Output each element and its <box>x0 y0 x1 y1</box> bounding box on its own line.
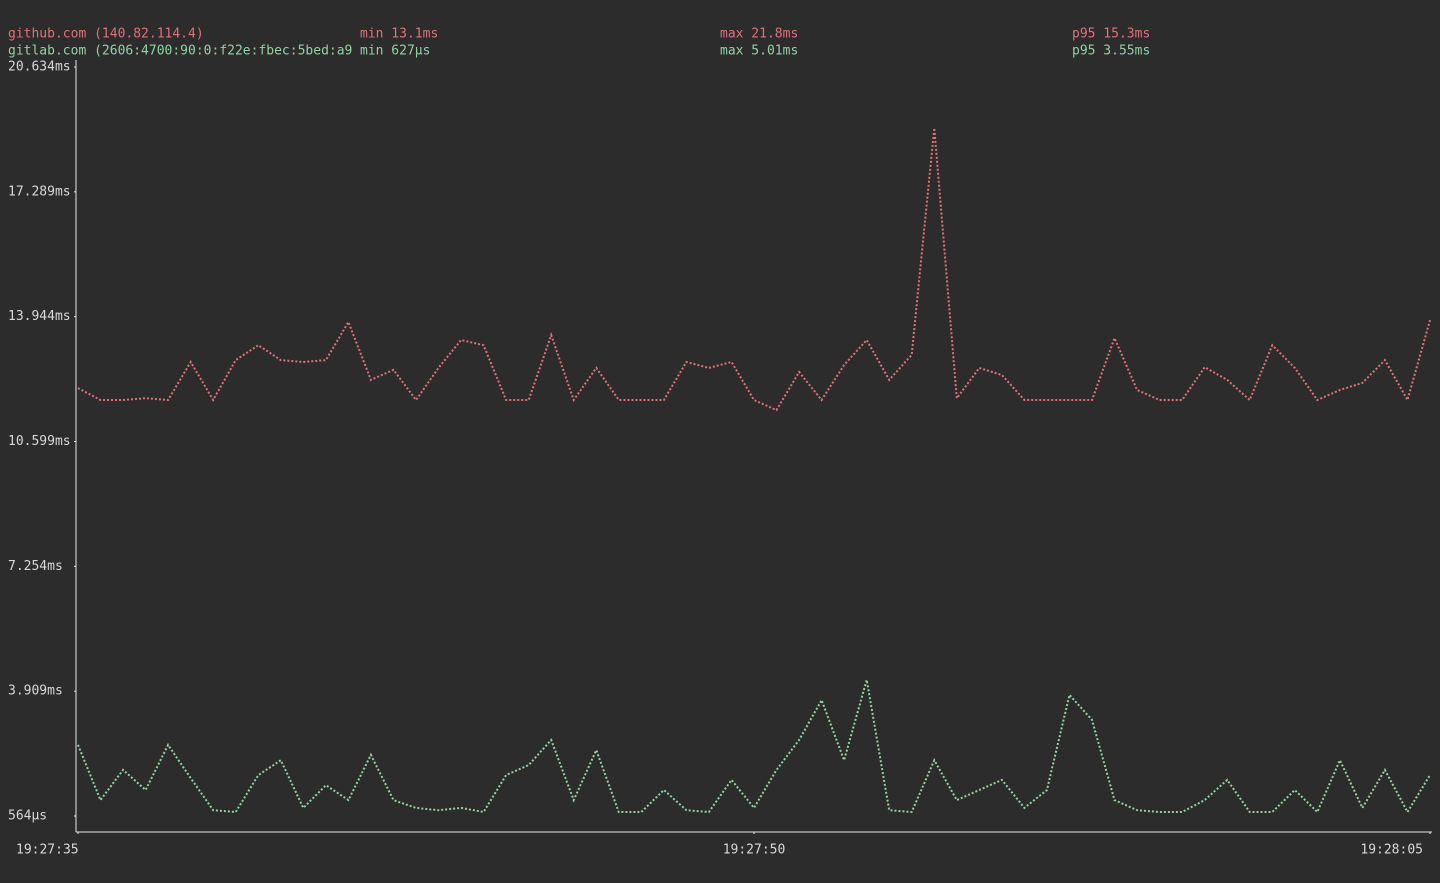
stat-min: min 627µs <box>360 44 430 59</box>
stat-max: max 5.01ms <box>720 44 798 59</box>
y-tick-label: 7.254ms <box>8 559 63 574</box>
y-tick-label: 20.634ms <box>8 60 71 75</box>
series-line <box>77 679 1431 815</box>
legend-name: github.com (140.82.114.4) <box>8 27 204 42</box>
x-tick-label: 19:27:50 <box>723 843 786 858</box>
legend-name: gitlab.com (2606:4700:90:0:f22e:fbec:5be… <box>8 44 352 59</box>
x-tick-label: 19:27:35 <box>16 843 79 858</box>
y-tick-label: 10.599ms <box>8 434 71 449</box>
stat-p95: p95 3.55ms <box>1072 44 1150 59</box>
y-tick-label: 564µs <box>8 809 47 824</box>
stat-p95: p95 15.3ms <box>1072 27 1150 42</box>
y-tick-label: 13.944ms <box>8 309 71 324</box>
series-line <box>77 127 1431 412</box>
stat-min: min 13.1ms <box>360 27 438 42</box>
y-tick-label: 3.909ms <box>8 684 63 699</box>
stat-max: max 21.8ms <box>720 27 798 42</box>
x-tick-label: 19:28:05 <box>1360 843 1423 858</box>
y-tick-label: 17.289ms <box>8 184 71 199</box>
